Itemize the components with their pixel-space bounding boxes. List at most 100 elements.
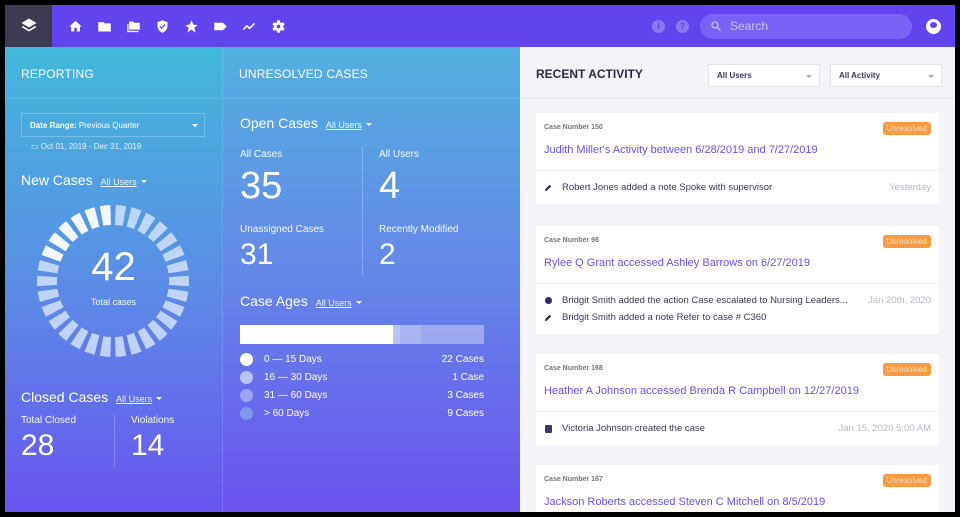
dot-icon xyxy=(544,297,552,304)
case-ages-row: 31 — 60 Days 3 Cases xyxy=(240,389,484,402)
activity-text: Robert Jones added a note Spoke with sup… xyxy=(562,182,773,193)
donut-segment xyxy=(41,300,64,317)
info-icon[interactable]: i xyxy=(652,19,665,33)
legend-dot-icon xyxy=(240,389,253,402)
case-title-link[interactable]: Jackson Roberts accessed Steven C Mitche… xyxy=(544,496,826,508)
new-cases-filter[interactable]: All Users xyxy=(100,177,137,187)
donut-segment xyxy=(58,319,79,341)
activity-filter-select[interactable]: All Activity xyxy=(830,64,942,87)
activity-card: Case Number 167 Unresolved Jackson Roberts… xyxy=(536,465,939,512)
search-placeholder: Search xyxy=(730,19,769,33)
activity-item: Bridgit Smith added the action Case esca… xyxy=(536,292,939,309)
user-avatar-icon[interactable] xyxy=(926,18,941,34)
donut-segment xyxy=(168,275,189,287)
open-cases-filter[interactable]: All Users xyxy=(325,120,362,130)
legend-dot-icon xyxy=(240,371,253,384)
donut-segment xyxy=(37,260,60,274)
recently-modified-label: Recently Modified xyxy=(379,224,459,235)
activity-time: Yesterday xyxy=(889,182,931,193)
age-count: 3 Cases xyxy=(447,390,484,401)
recent-activity-panel: RECENT ACTIVITY All Users All Activity C… xyxy=(520,47,955,512)
activity-card: Case Number 168 Unresolved Heather A Johns… xyxy=(536,354,939,445)
case-ages-row: > 60 Days 9 Cases xyxy=(240,407,484,420)
activity-time: Jan 20th, 2020 xyxy=(868,295,931,306)
closed-cases-label: Closed Cases xyxy=(21,389,109,405)
date-range-select[interactable]: Date Range: Previous Quarter xyxy=(21,113,205,137)
folder-icon[interactable] xyxy=(95,17,113,35)
total-closed-label: Total Closed xyxy=(21,415,77,426)
home-icon[interactable] xyxy=(66,17,84,35)
case-ages-segment xyxy=(240,325,394,344)
reporting-title: REPORTING xyxy=(5,47,222,99)
total-closed-value: 28 xyxy=(21,429,55,462)
case-ages-segment xyxy=(393,325,401,344)
donut-segment xyxy=(84,332,100,355)
reporting-panel: REPORTING Date Range: Previous Quarter ▭… xyxy=(5,47,222,512)
age-label: 0 — 15 Days xyxy=(264,354,322,365)
all-users-value: 4 xyxy=(379,165,401,207)
dates-text: Oct 01, 2019 - Dec 31, 2019 xyxy=(40,142,142,151)
user-filter-value: All Users xyxy=(717,71,752,80)
case-ages-segment xyxy=(400,325,422,344)
case-ages-filter[interactable]: All Users xyxy=(315,298,352,308)
new-cases-title: New Cases All Users xyxy=(21,172,147,188)
case-ages-row: 16 — 30 Days 1 Case xyxy=(240,371,484,384)
age-count: 1 Case xyxy=(452,372,484,383)
status-badge: Unresolved xyxy=(882,363,931,376)
shield-check-icon[interactable] xyxy=(153,17,171,35)
donut-segment xyxy=(126,207,142,230)
case-number: Case Number 168 xyxy=(544,365,603,372)
date-range-dates: ▭ Oct 01, 2019 - Dec 31, 2019 xyxy=(31,142,141,151)
case-title-link[interactable]: Rylee Q Grant accessed Ashley Barrows on… xyxy=(544,257,810,269)
new-cases-label: New Cases xyxy=(21,172,93,188)
clipboard-icon xyxy=(544,424,552,433)
date-range-value: Previous Quarter xyxy=(78,121,140,130)
all-cases-value: 35 xyxy=(240,165,283,207)
unassigned-value: 31 xyxy=(240,238,274,271)
donut-segment xyxy=(162,245,185,262)
donut-segment xyxy=(166,260,189,274)
case-title-link[interactable]: Judith Miller's Activity between 6/28/20… xyxy=(544,144,818,156)
case-ages-row: 0 — 15 Days 22 Cases xyxy=(240,353,484,366)
open-cases-label: Open Cases xyxy=(240,115,318,131)
status-badge: Unresolved xyxy=(882,122,931,135)
chevron-down-icon xyxy=(355,300,362,304)
donut-segment xyxy=(115,336,127,357)
activity-item: Victoria Johnson created the case Jan 15,… xyxy=(536,420,939,437)
user-filter-select[interactable]: All Users xyxy=(708,64,820,87)
all-users-label: All Users xyxy=(379,149,420,160)
gear-icon[interactable] xyxy=(269,17,287,35)
donut-segment xyxy=(37,275,58,287)
new-cases-total-label: Total cases xyxy=(90,297,137,307)
trend-icon[interactable] xyxy=(240,17,258,35)
donut-segment xyxy=(99,336,111,357)
age-count: 22 Cases xyxy=(441,354,484,365)
search-input[interactable]: Search xyxy=(700,13,912,39)
donut-segment xyxy=(41,245,64,262)
donut-segment xyxy=(147,221,168,243)
donut-segment xyxy=(137,212,156,235)
case-number: Case Number 98 xyxy=(544,237,599,244)
donut-segment xyxy=(48,310,71,330)
search-icon xyxy=(711,21,721,31)
closed-cases-title: Closed Cases All Users xyxy=(21,389,163,405)
age-count: 9 Cases xyxy=(447,408,484,419)
donut-segment xyxy=(58,221,79,243)
tag-icon[interactable] xyxy=(211,17,229,35)
case-title-link[interactable]: Heather A Johnson accessed Brenda R Camp… xyxy=(544,385,859,397)
donut-segment xyxy=(155,310,178,330)
case-ages-title: Case Ages All Users xyxy=(240,293,362,309)
closed-cases-filter[interactable]: All Users xyxy=(116,394,153,404)
activity-item: Bridgit Smith added a note Refer to case… xyxy=(536,309,939,326)
donut-segment xyxy=(162,300,185,317)
all-cases-label: All Cases xyxy=(240,149,283,160)
layers-icon[interactable] xyxy=(5,5,52,47)
help-icon[interactable]: ? xyxy=(676,19,689,33)
star-icon[interactable] xyxy=(182,17,200,35)
donut-segment xyxy=(155,232,178,252)
unresolved-panel: UNRESOLVED CASES Open Cases All Users All… xyxy=(222,47,520,512)
pencil-icon xyxy=(544,184,552,192)
recent-activity-title: RECENT ACTIVITY xyxy=(536,67,643,81)
pencil-icon xyxy=(544,314,552,322)
folders-icon[interactable] xyxy=(124,17,142,35)
